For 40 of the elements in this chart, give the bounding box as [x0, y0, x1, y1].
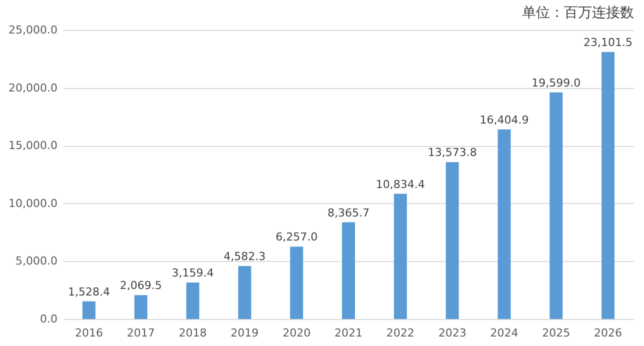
bar [82, 301, 96, 319]
text: 单位：百万连接数 [522, 5, 634, 21]
x-tick-label: 2024 [490, 326, 518, 340]
y-tick-label: 0.0 [40, 312, 58, 326]
y-tick-label: 20,000.0 [8, 81, 58, 94]
bar [498, 129, 511, 319]
x-tick-label: 2021 [334, 326, 362, 340]
data-label: 13,573.8 [428, 146, 477, 160]
bar [550, 92, 563, 319]
y-tick-label: 15,000.0 [8, 139, 58, 152]
x-tick-label: 2018 [178, 326, 207, 340]
y-tick-label: 10,000.0 [8, 196, 58, 210]
bar [290, 246, 304, 319]
data-label: 10,834.4 [376, 178, 425, 191]
x-tick-label: 2016 [74, 326, 103, 340]
data-label: 23,101.5 [584, 36, 633, 49]
data-label: 6,257.0 [276, 230, 318, 244]
x-tick-label: 2023 [438, 326, 466, 340]
bar [238, 266, 252, 319]
data-label: 2,069.5 [120, 279, 162, 292]
bar [394, 194, 407, 319]
bar [602, 52, 615, 319]
data-label: 16,404.9 [480, 113, 529, 126]
x-tick-label: 2025 [542, 326, 570, 340]
x-tick-label: 2020 [282, 326, 311, 340]
data-label: 4,582.3 [224, 250, 266, 264]
y-tick-label: 5,000.0 [16, 254, 58, 268]
bar [342, 222, 355, 319]
data-label: 8,365.7 [328, 206, 370, 220]
bar [134, 295, 148, 319]
data-label: 1,528.4 [68, 285, 110, 298]
x-tick-label: 2022 [386, 326, 414, 340]
data-label: 3,159.4 [172, 266, 214, 280]
x-tick-label: 2017 [126, 326, 155, 340]
x-tick-label: 2019 [230, 326, 259, 340]
bar [186, 282, 200, 319]
y-tick-label: 25,000.0 [8, 24, 58, 36]
bar [446, 162, 459, 319]
x-tick-label: 2026 [594, 326, 622, 340]
data-label: 19,599.0 [532, 76, 581, 90]
